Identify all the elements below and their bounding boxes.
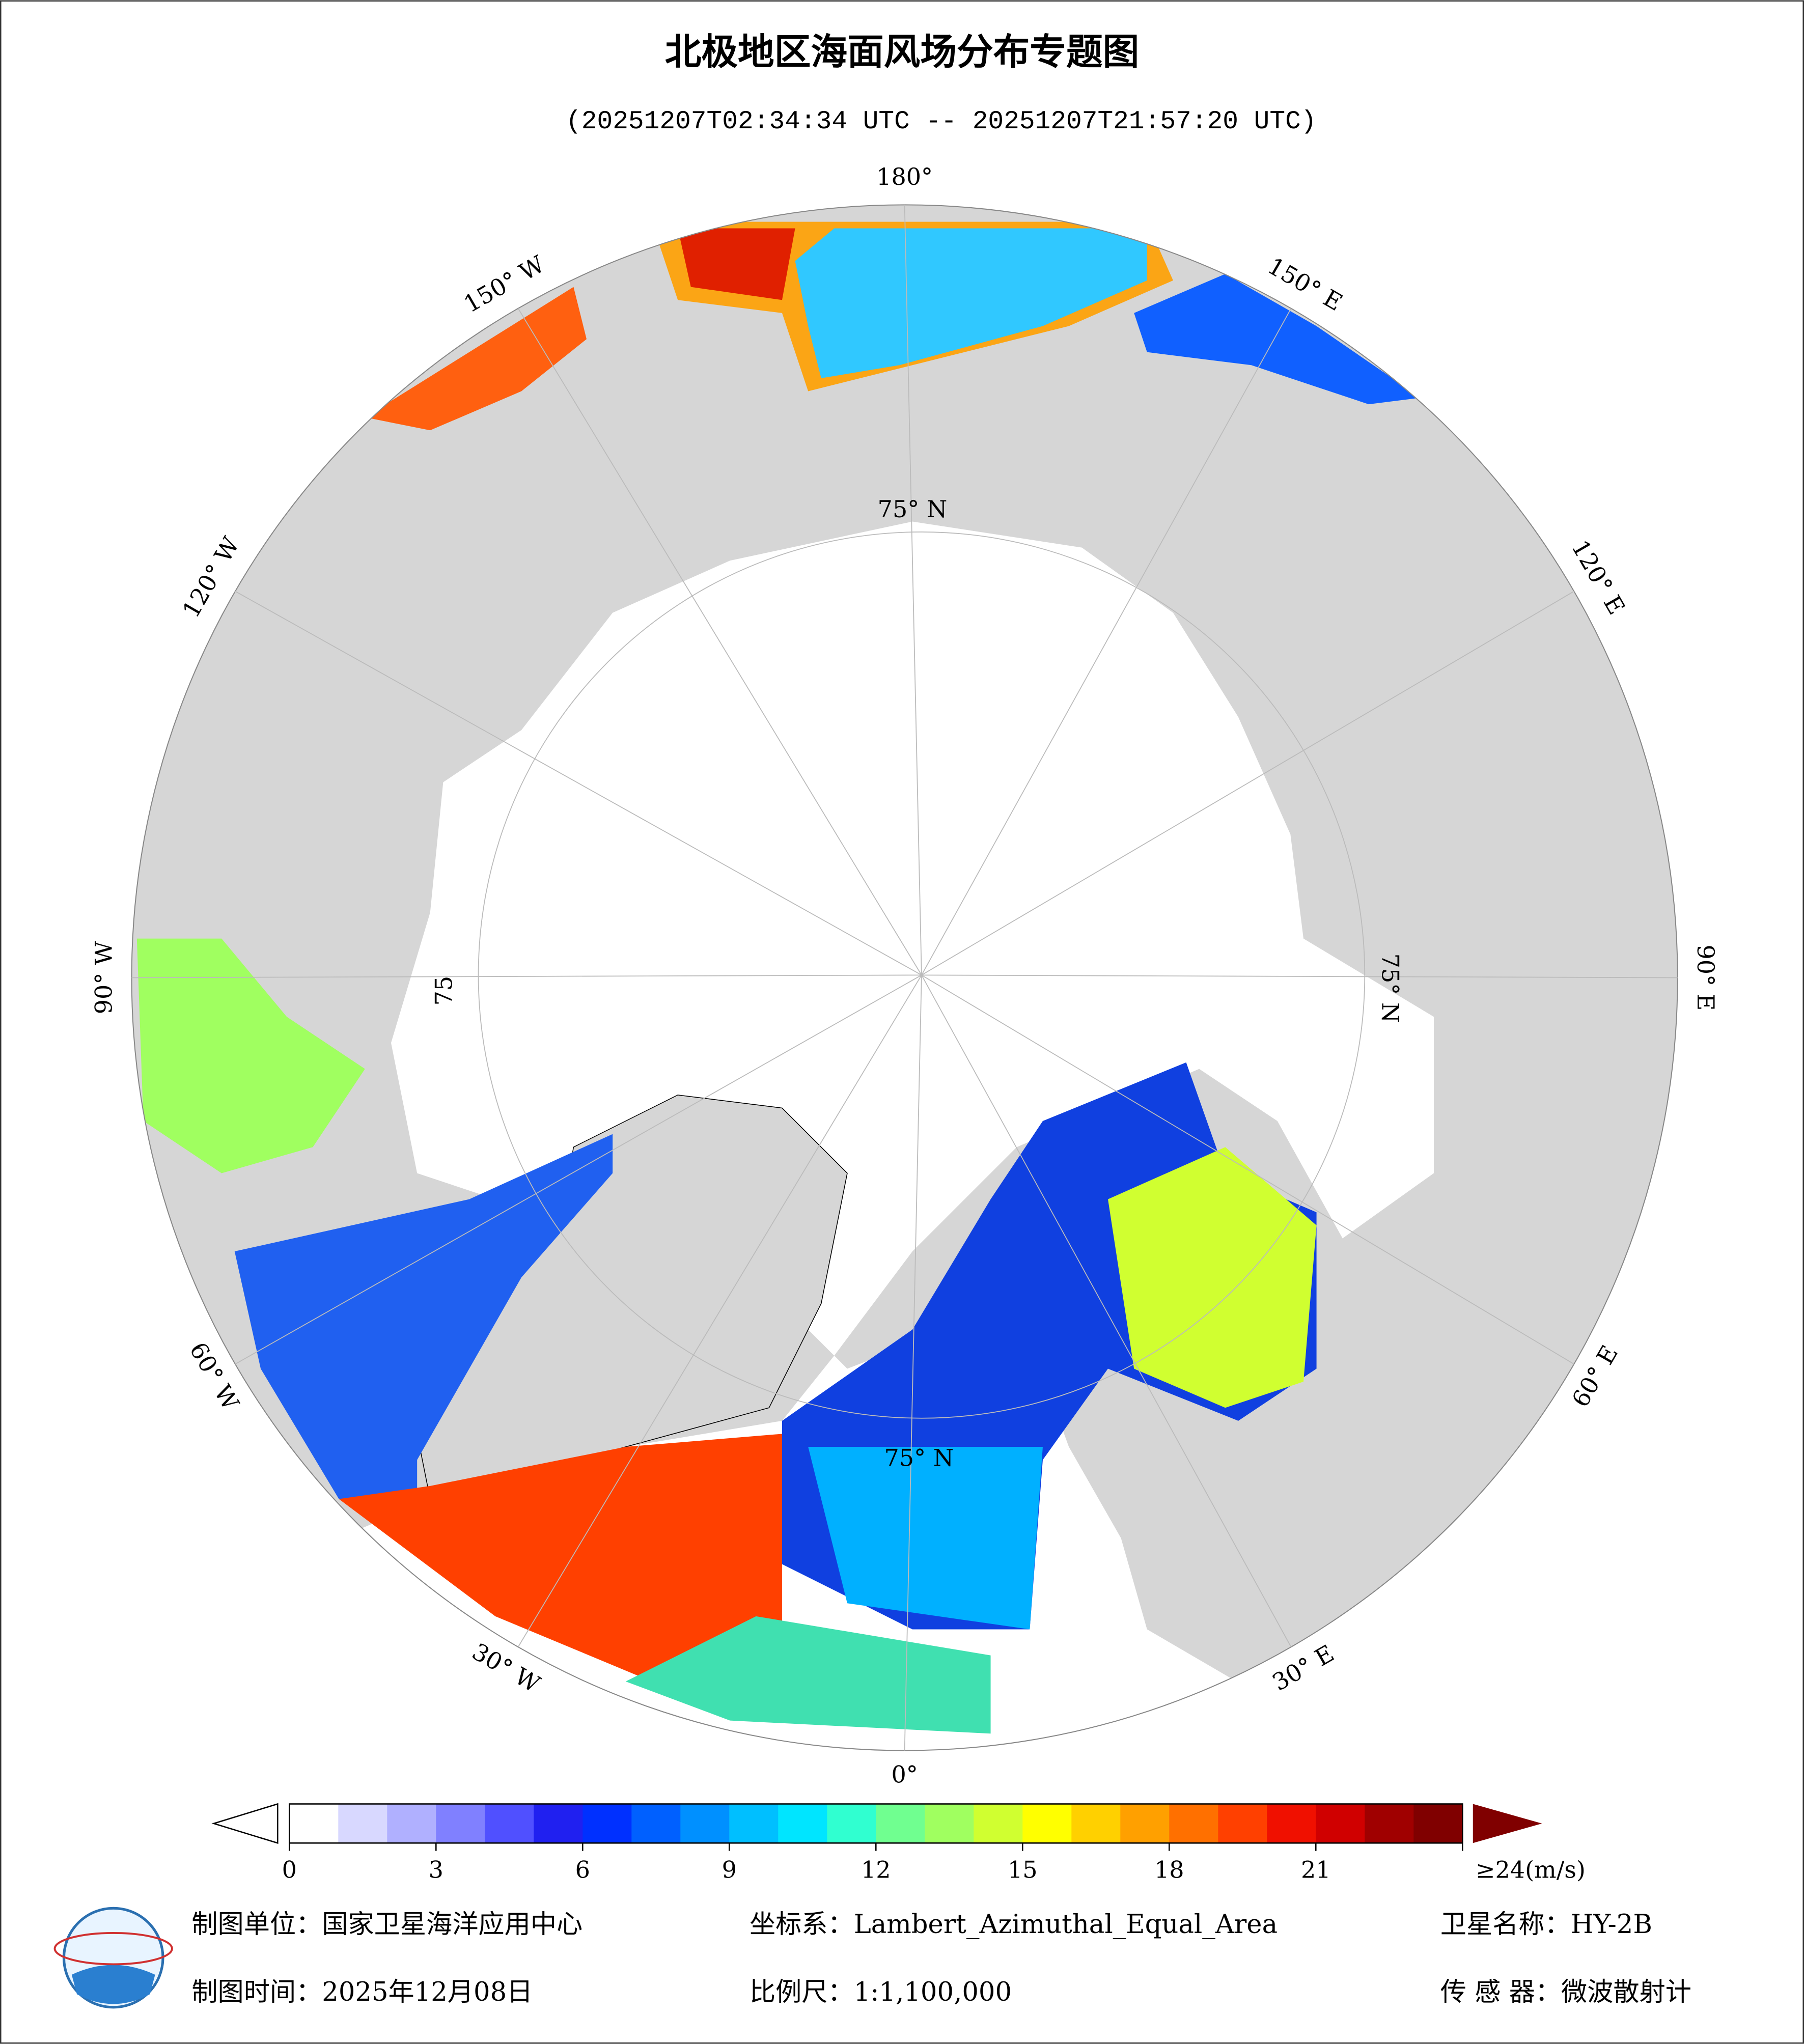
footer-scale: 比例尺：1:1,100,000 — [750, 1977, 1012, 2007]
colorbar-cell — [1120, 1804, 1170, 1843]
meridian — [517, 974, 922, 1647]
colorbar-cell — [1218, 1804, 1268, 1843]
footer-sensor: 传 感 器：微波散射计 — [1440, 1977, 1691, 2007]
lon-label: 0° — [891, 1761, 918, 1788]
colorbar-cell — [876, 1804, 926, 1843]
colorbar-cell — [778, 1804, 828, 1843]
colorbar-tick-label: 12 — [861, 1856, 891, 1884]
lon-label: 90° W — [90, 941, 117, 1014]
subtitle: (20251207T02:34:34 UTC -- 20251207T21:57… — [566, 107, 1316, 136]
meridian — [921, 591, 1574, 976]
colorbar-cell — [925, 1804, 975, 1843]
lat-label: 75° N — [878, 495, 948, 523]
meridian — [904, 205, 922, 975]
colorbar-cell — [974, 1804, 1023, 1843]
lat-label: 75° N — [884, 1444, 954, 1472]
logo — [53, 1907, 173, 2009]
colorbar-tick-label: 21 — [1301, 1856, 1331, 1884]
lat-label: 75° N — [1376, 954, 1404, 1023]
colorbar-cell — [289, 1804, 339, 1843]
colorbar: 0 3 6 9 12 15 18 21 ≥24(m/s) — [211, 1803, 1586, 1884]
meridian — [921, 974, 1678, 978]
meridian — [131, 974, 922, 978]
colorbar-tick-label: 6 — [575, 1856, 590, 1884]
colorbar-high — [1473, 1804, 1542, 1843]
colorbar-tick-label: 18 — [1154, 1856, 1184, 1884]
colorbar-cell — [338, 1804, 388, 1843]
colorbar-tick-label: ≥24(m/s) — [1476, 1856, 1586, 1884]
title: 北极地区海面风场分布专题图 — [665, 31, 1140, 73]
lon-label: 180° — [876, 163, 933, 190]
colorbar-cell — [827, 1804, 877, 1843]
colorbar-cell — [1267, 1804, 1317, 1843]
colorbar-cell — [534, 1804, 584, 1843]
colorbar-cell — [1169, 1804, 1219, 1843]
footer-satellite: 卫星名称：HY-2B — [1440, 1909, 1652, 1940]
meridian — [904, 975, 922, 1751]
colorbar-cell — [631, 1804, 681, 1843]
colorbar-cell — [582, 1804, 632, 1843]
footer-unit: 制图单位：国家卫星海洋应用中心 — [191, 1909, 582, 1940]
graticule — [131, 205, 1678, 1751]
colorbar-cell — [729, 1804, 779, 1843]
meridian — [921, 308, 1292, 975]
meridian — [921, 974, 1292, 1647]
colorbar-low — [211, 1803, 279, 1844]
colorbar-cell — [1022, 1804, 1072, 1843]
colorbar-tick-label: 0 — [282, 1856, 297, 1884]
colorbar-tick-label: 9 — [722, 1856, 737, 1884]
meridian — [921, 974, 1574, 1365]
colorbar-cell — [485, 1804, 535, 1843]
meridian — [517, 308, 922, 975]
colorbar-tick-label: 15 — [1008, 1856, 1038, 1884]
meridian — [235, 591, 922, 976]
footer-crs: 坐标系：Lambert_Azimuthal_Equal_Area — [750, 1909, 1278, 1940]
colorbar-cell — [1071, 1804, 1121, 1843]
lon-label: 90° E — [1692, 945, 1719, 1011]
colorbar-cell — [1365, 1804, 1414, 1843]
colorbar-cell — [387, 1804, 437, 1843]
colorbar-tick-label: 3 — [429, 1856, 443, 1884]
map — [131, 205, 1678, 1751]
colorbar-cell — [1316, 1804, 1366, 1843]
lat-label: 75 — [430, 976, 458, 1006]
footer-date: 制图时间：2025年12月08日 — [191, 1977, 533, 2007]
colorbar-cell — [1413, 1804, 1463, 1843]
meridian — [235, 974, 922, 1365]
colorbar-cell — [436, 1804, 486, 1843]
colorbar-cell — [680, 1804, 730, 1843]
